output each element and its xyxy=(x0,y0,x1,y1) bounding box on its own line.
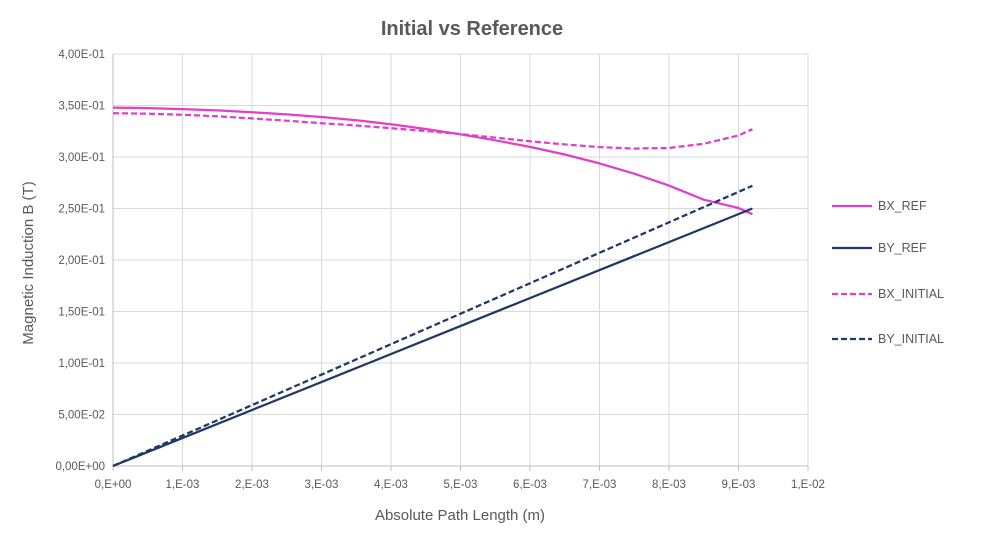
y-tick-label: 2,50E-01 xyxy=(58,204,105,216)
x-tick-label: 5,E-03 xyxy=(444,479,478,491)
legend-label: BY_INITIAL xyxy=(878,332,944,346)
y-axis-ticks: 0,00E+00 5,00E-02 1,00E-01 1,50E-01 2,00E-01… xyxy=(55,49,105,473)
x-axis-title: Absolute Path Length (m) xyxy=(375,507,545,524)
y-tick-label: 2,00E-01 xyxy=(58,255,105,267)
y-tick-label: 4,00E-01 xyxy=(58,49,105,61)
y-tick-label: 5,00E-02 xyxy=(58,410,105,422)
x-tick-label: 9,E-03 xyxy=(722,479,756,491)
legend-item-bx-ref: BX_REF xyxy=(832,199,927,213)
legend-label: BX_INITIAL xyxy=(878,287,944,301)
x-tick-label: 1,E-03 xyxy=(166,479,200,491)
y-tick-label: 1,00E-01 xyxy=(58,358,105,370)
x-tick-label: 6,E-03 xyxy=(513,479,547,491)
y-tick-label: 0,00E+00 xyxy=(55,461,105,473)
legend-item-by-ref: BY_REF xyxy=(832,241,927,255)
x-tick-label: 1,E-02 xyxy=(791,479,825,491)
legend-item-by-initial: BY_INITIAL xyxy=(832,332,944,346)
x-tick-label: 4,E-03 xyxy=(374,479,408,491)
x-tick-label: 7,E-03 xyxy=(583,479,617,491)
x-tick-label: 2,E-03 xyxy=(235,479,269,491)
y-tick-label: 3,50E-01 xyxy=(58,101,105,113)
series-line-bx-initial xyxy=(112,112,753,150)
y-tick-label: 1,50E-01 xyxy=(58,307,105,319)
x-tick-label: 3,E-03 xyxy=(305,479,339,491)
y-tick-label: 3,00E-01 xyxy=(58,152,105,164)
x-tick-label: 8,E-03 xyxy=(652,479,686,491)
series-line-bx-ref xyxy=(112,106,753,216)
y-axis-title: Magnetic Induction B (T) xyxy=(20,181,37,344)
series-line-by-initial xyxy=(112,184,753,468)
legend: BX_REF BY_REF BX_INITIAL BY_INITIAL xyxy=(832,199,944,346)
legend-label: BY_REF xyxy=(878,241,927,255)
x-axis-ticks: 0,E+00 1,E-03 2,E-03 3,E-03 4,E-03 5,E-03 6,E-… xyxy=(95,466,825,491)
legend-item-bx-initial: BX_INITIAL xyxy=(832,287,944,301)
series-lines xyxy=(112,106,753,468)
legend-label: BX_REF xyxy=(878,199,927,213)
series-line-by-ref xyxy=(112,207,753,468)
chart-title: Initial vs Reference xyxy=(381,18,563,40)
x-tick-label: 0,E+00 xyxy=(95,479,132,491)
